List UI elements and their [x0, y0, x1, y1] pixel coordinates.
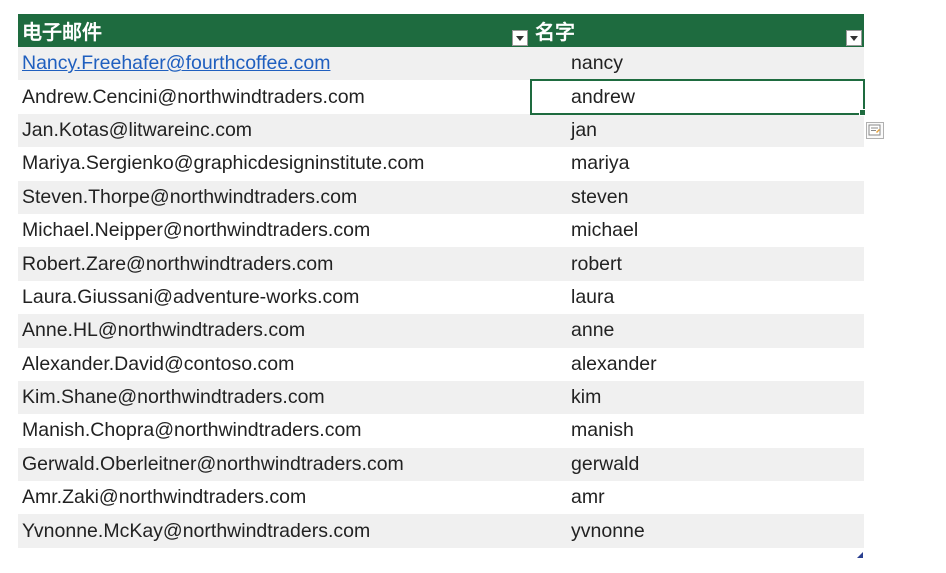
column-header-name-label: 名字 [535, 22, 575, 44]
name-cell[interactable]: alexander [530, 348, 864, 381]
email-text: Manish.Chopra@northwindtraders.com [22, 419, 362, 442]
name-cell[interactable]: kim [530, 381, 864, 414]
name-text: mariya [571, 152, 630, 175]
email-cell[interactable]: Andrew.Cencini@northwindtraders.com [18, 86, 530, 109]
email-cell[interactable]: Michael.Neipper@northwindtraders.com [18, 219, 530, 242]
email-text: Steven.Thorpe@northwindtraders.com [22, 185, 358, 208]
name-text: manish [571, 419, 634, 442]
name-cell-selected[interactable]: andrew [530, 79, 866, 116]
email-cell[interactable]: Steven.Thorpe@northwindtraders.com [18, 186, 530, 209]
column-header-email[interactable]: 电子邮件 [18, 14, 530, 47]
table-row: Mariya.Sergienko@graphicdesigninstitute.… [18, 147, 864, 180]
email-cell[interactable]: Anne.HL@northwindtraders.com [18, 319, 530, 342]
name-text: yvnonne [571, 519, 645, 542]
name-text: gerwald [571, 452, 640, 475]
column-header-email-label: 电子邮件 [22, 22, 102, 44]
name-text: laura [571, 285, 615, 308]
flash-fill-options-icon[interactable] [866, 122, 884, 139]
table-row: Laura.Giussani@adventure-works.com laura [18, 281, 864, 314]
table-row: Manish.Chopra@northwindtraders.com manish [18, 414, 864, 447]
email-cell[interactable]: Laura.Giussani@adventure-works.com [18, 286, 530, 309]
email-text: Amr.Zaki@northwindtraders.com [22, 486, 307, 509]
table-row: Jan.Kotas@litwareinc.com jan [18, 113, 864, 148]
name-cell[interactable]: laura [530, 281, 864, 314]
table-row: Nancy.Freehafer@fourthcoffee.com nancy [18, 47, 864, 81]
table-row: Amr.Zaki@northwindtraders.com amr [18, 481, 864, 514]
name-cell[interactable]: michael [530, 214, 864, 247]
table-row: Steven.Thorpe@northwindtraders.com steven [18, 180, 864, 214]
email-cell[interactable]: Alexander.David@contoso.com [18, 353, 530, 376]
table-row: Alexander.David@contoso.com alexander [18, 348, 864, 381]
table-resize-handle-icon[interactable] [857, 545, 863, 558]
name-text: robert [571, 252, 622, 275]
email-text: Alexander.David@contoso.com [22, 352, 295, 375]
excel-table: 电子邮件 名字 Nancy.Freehafer@fourthcoffee.com… [18, 14, 866, 548]
email-cell[interactable]: Manish.Chopra@northwindtraders.com [18, 419, 530, 442]
table-row: Michael.Neipper@northwindtraders.com mich… [18, 214, 864, 247]
name-cell[interactable]: amr [530, 481, 864, 514]
email-cell[interactable]: Nancy.Freehafer@fourthcoffee.com [18, 52, 530, 75]
email-cell[interactable]: Gerwald.Oberleitner@northwindtraders.com [18, 453, 530, 476]
table-row: Yvnonne.McKay@northwindtraders.com yvnonn… [18, 514, 864, 548]
filter-dropdown-icon[interactable] [846, 30, 862, 46]
name-text: steven [571, 185, 629, 208]
fill-handle[interactable] [859, 108, 866, 116]
name-cell[interactable]: mariya [530, 147, 864, 180]
email-cell[interactable]: Kim.Shane@northwindtraders.com [18, 386, 530, 409]
email-cell[interactable]: Jan.Kotas@litwareinc.com [18, 119, 530, 142]
name-cell[interactable]: gerwald [530, 448, 864, 481]
name-cell[interactable]: yvnonne [530, 514, 864, 547]
name-text: alexander [571, 352, 657, 375]
name-text: kim [571, 386, 602, 409]
email-text: Andrew.Cencini@northwindtraders.com [22, 85, 365, 108]
email-text: Robert.Zare@northwindtraders.com [22, 252, 334, 275]
column-header-name[interactable]: 名字 [530, 14, 864, 47]
email-text: Laura.Giussani@adventure-works.com [22, 285, 360, 308]
email-cell[interactable]: Yvnonne.McKay@northwindtraders.com [18, 520, 530, 543]
table-row: Robert.Zare@northwindtraders.com robert [18, 247, 864, 281]
name-cell[interactable]: jan [530, 114, 864, 147]
name-text: michael [571, 219, 639, 242]
table-row: Gerwald.Oberleitner@northwindtraders.com… [18, 447, 864, 482]
name-text: amr [571, 486, 605, 509]
email-text: Kim.Shane@northwindtraders.com [22, 386, 325, 409]
name-cell[interactable]: nancy [530, 47, 864, 80]
email-cell[interactable]: Amr.Zaki@northwindtraders.com [18, 486, 530, 509]
email-text: Mariya.Sergienko@graphicdesigninstitute.… [22, 152, 425, 175]
name-text: nancy [571, 52, 624, 75]
email-cell[interactable]: Mariya.Sergienko@graphicdesigninstitute.… [18, 152, 530, 175]
name-cell[interactable]: anne [530, 314, 864, 347]
filter-dropdown-icon[interactable] [512, 30, 528, 46]
email-text: Gerwald.Oberleitner@northwindtraders.com [22, 452, 404, 475]
table-header-row: 电子邮件 名字 [18, 14, 864, 47]
email-text: Jan.Kotas@litwareinc.com [22, 118, 253, 141]
name-text: anne [571, 319, 615, 342]
name-cell[interactable]: steven [530, 181, 864, 214]
table-row: Kim.Shane@northwindtraders.com kim [18, 380, 864, 415]
table-body: Nancy.Freehafer@fourthcoffee.com nancy And… [18, 47, 866, 548]
name-text: andrew [571, 85, 635, 108]
active-cell-border [530, 79, 866, 116]
name-cell[interactable]: manish [530, 414, 864, 447]
email-link[interactable]: Nancy.Freehafer@fourthcoffee.com [22, 52, 331, 75]
email-text: Anne.HL@northwindtraders.com [22, 319, 306, 342]
table-row: Anne.HL@northwindtraders.com anne [18, 314, 864, 348]
email-text: Michael.Neipper@northwindtraders.com [22, 219, 371, 242]
email-cell[interactable]: Robert.Zare@northwindtraders.com [18, 253, 530, 276]
table-row: Andrew.Cencini@northwindtraders.com andre… [18, 79, 866, 116]
name-text: jan [571, 118, 598, 141]
name-cell[interactable]: robert [530, 247, 864, 280]
email-text: Yvnonne.McKay@northwindtraders.com [22, 519, 371, 542]
